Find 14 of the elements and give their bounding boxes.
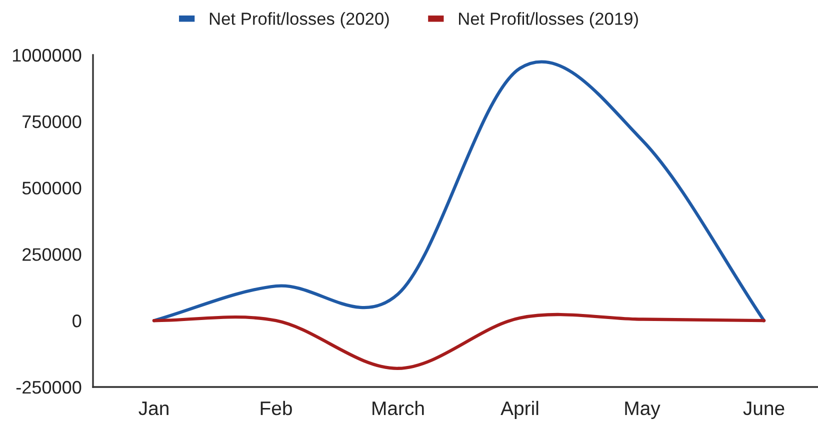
x-tick-label: Feb xyxy=(260,400,292,416)
y-tick-label: 500000 xyxy=(22,182,82,195)
x-tick-label: March xyxy=(372,400,424,416)
y-tick-label: 0 xyxy=(72,314,82,328)
x-tick-label: April xyxy=(500,400,538,420)
x-tick-label: May xyxy=(625,402,660,420)
y-tick-label: 750000 xyxy=(22,115,82,128)
legend-label: Net Profit/losses (2019) xyxy=(459,12,638,28)
y-tick-label: 250000 xyxy=(22,248,82,261)
y-tick-label: -250000 xyxy=(16,380,82,394)
x-tick-label: Jan xyxy=(138,402,168,416)
legend-label: Net Profit/losses (2020) xyxy=(210,12,389,28)
y-tick-label: 1000000 xyxy=(12,48,82,62)
x-tick-label: June xyxy=(743,402,784,416)
